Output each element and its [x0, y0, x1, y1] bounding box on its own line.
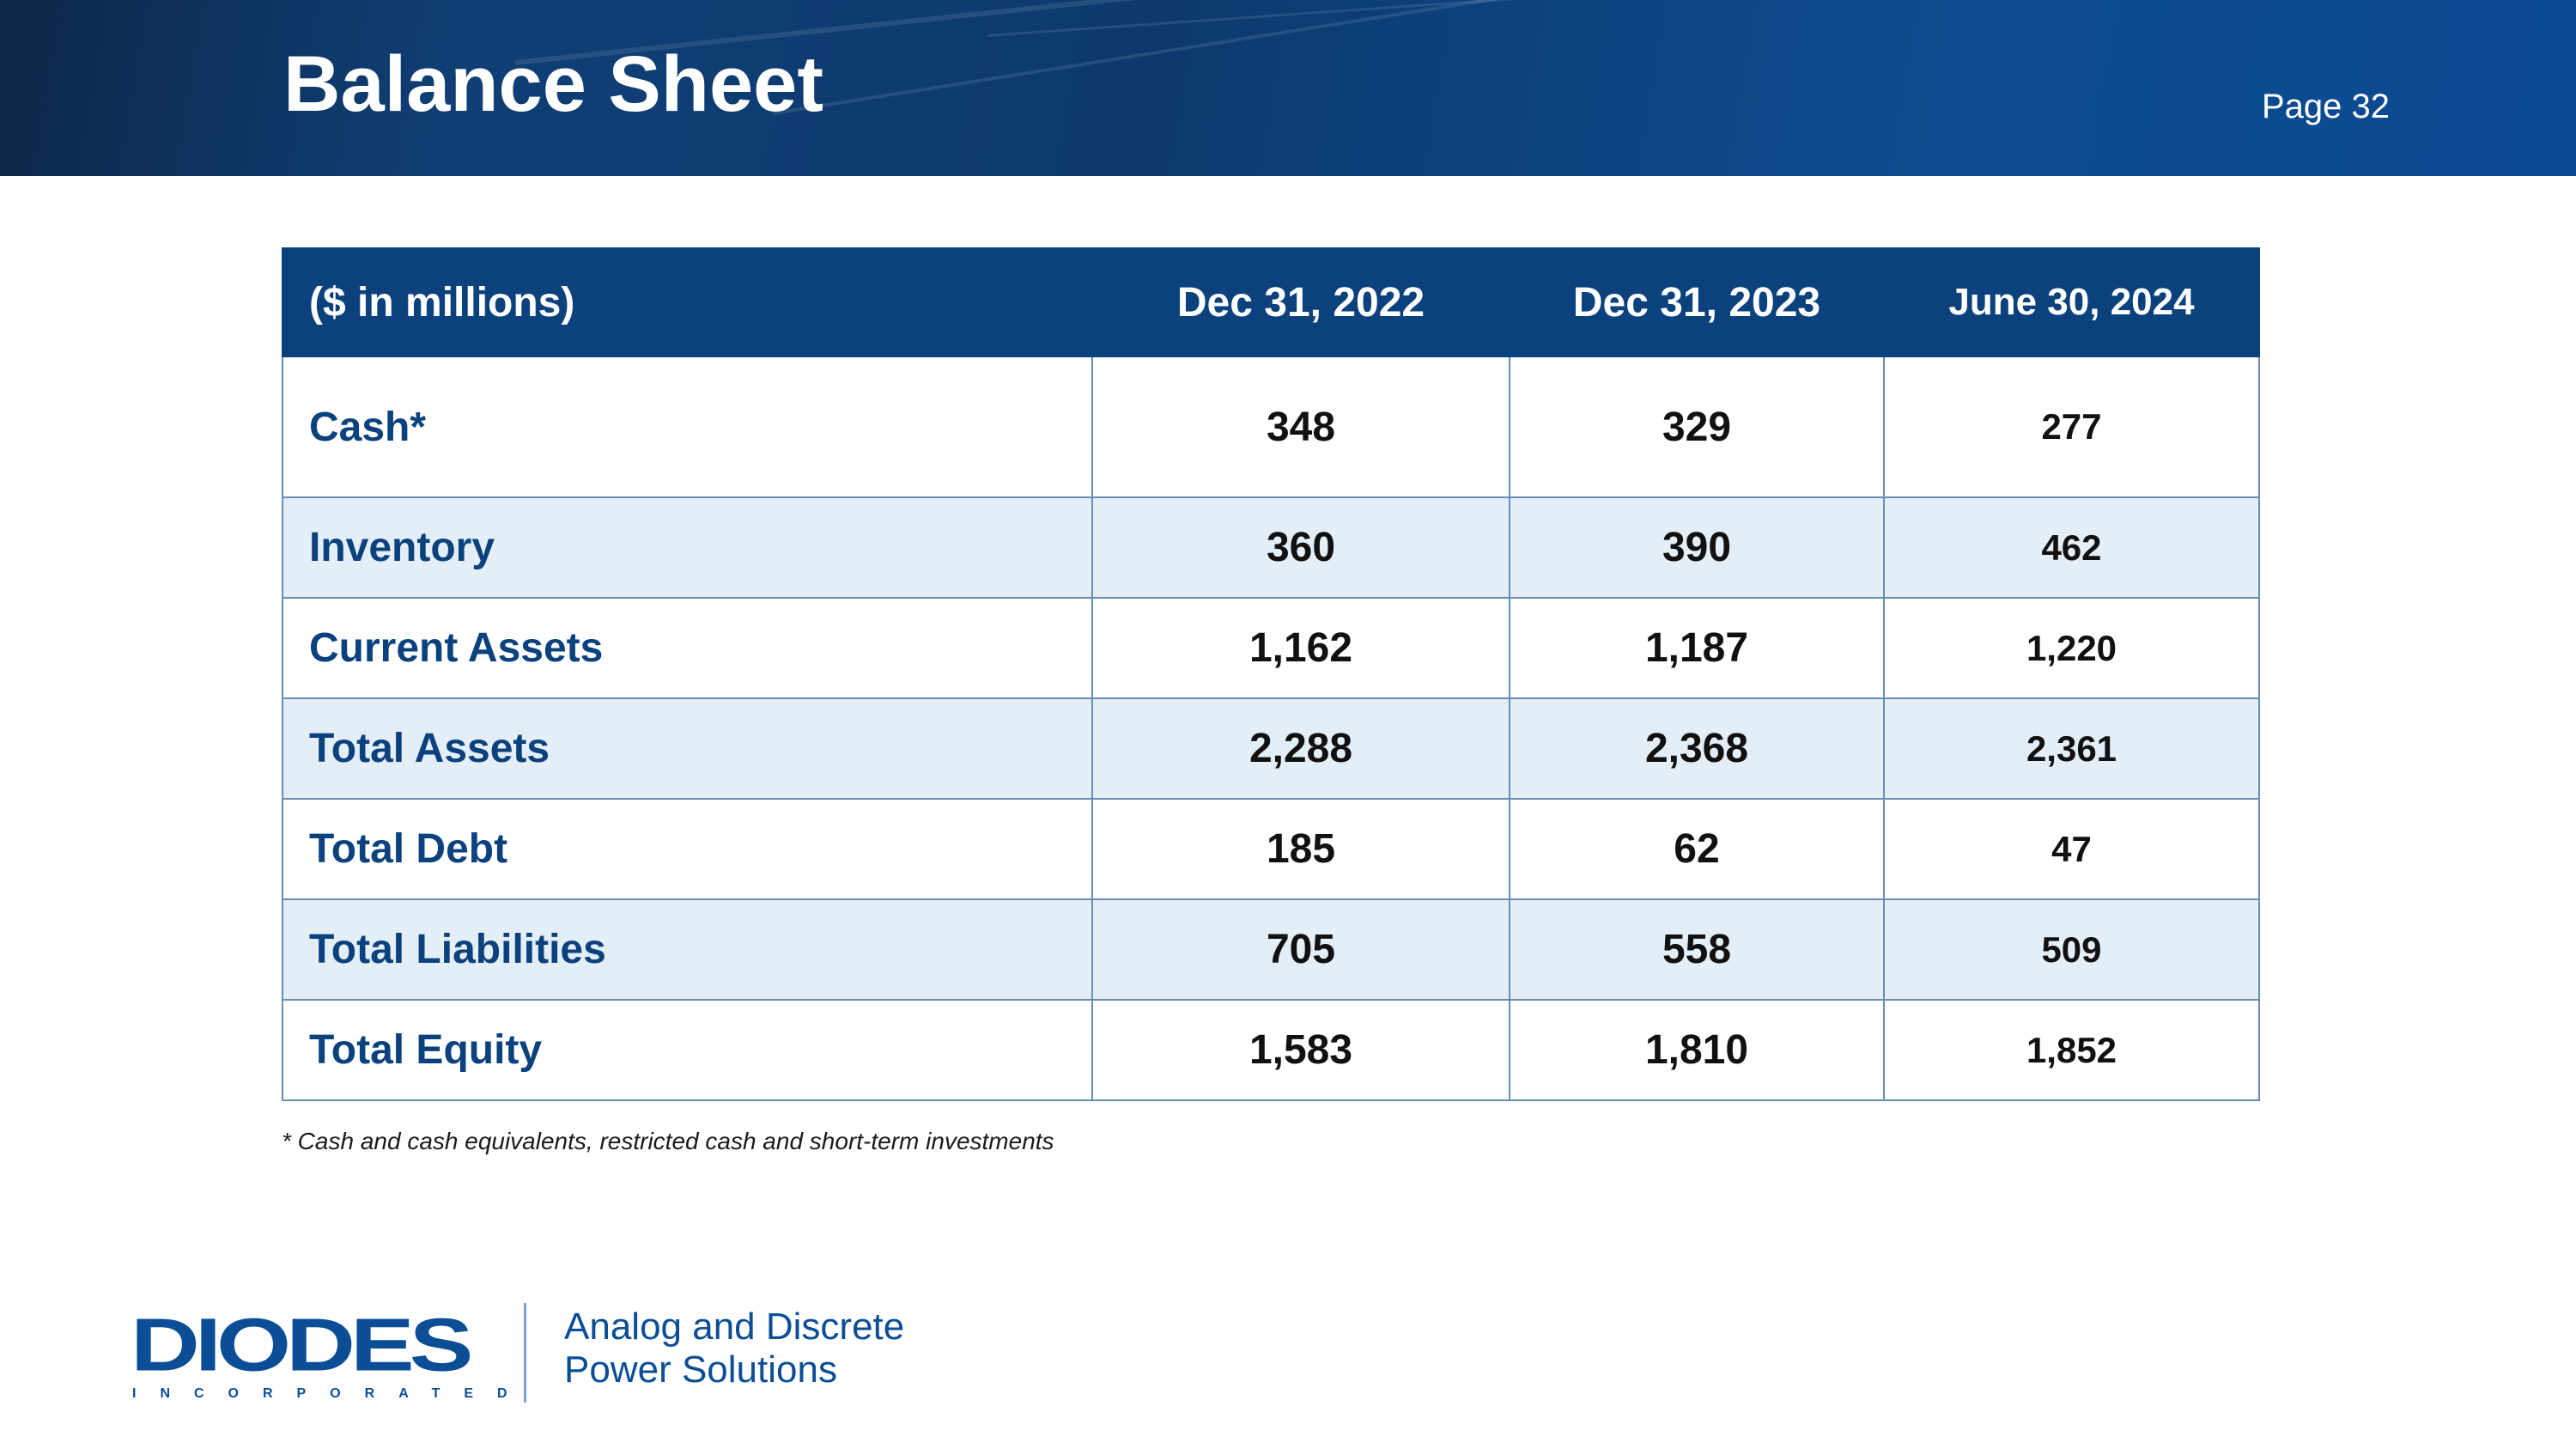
- table-row: Inventory 360 390 462: [282, 496, 2260, 599]
- tagline-line-1: Analog and Discrete: [564, 1306, 905, 1348]
- cell-value: 1,187: [1509, 597, 1885, 699]
- cell-value: 1,162: [1091, 597, 1510, 699]
- column-header-jun-2024: June 30, 2024: [1883, 247, 2260, 357]
- cell-value: 329: [1509, 356, 1885, 498]
- cell-value: 705: [1091, 898, 1510, 1001]
- cell-value: 348: [1091, 356, 1510, 498]
- table-row: Cash* 348 329 277: [282, 356, 2260, 498]
- cell-value: 390: [1509, 496, 1885, 599]
- cell-value: 2,368: [1509, 697, 1885, 800]
- page-title: Balance Sheet: [283, 40, 823, 128]
- footnote: * Cash and cash equivalents, restricted …: [282, 1128, 1054, 1154]
- header-banner: Balance Sheet Page 32: [0, 0, 2576, 176]
- cell-value: 185: [1091, 798, 1510, 900]
- page-number: Page 32: [2261, 88, 2390, 125]
- balance-sheet-table: ($ in millions) Dec 31, 2022 Dec 31, 202…: [282, 247, 2260, 1101]
- diodes-logo: DIODES INCORPORATED: [131, 1302, 507, 1403]
- table-row: Total Debt 185 62 47: [282, 798, 2260, 900]
- cell-value: 1,810: [1509, 999, 1885, 1101]
- cell-value: 360: [1091, 496, 1510, 599]
- column-header-units: ($ in millions): [282, 247, 1093, 357]
- column-header-dec-2023: Dec 31, 2023: [1509, 247, 1885, 357]
- cell-value: 509: [1883, 898, 2260, 1001]
- logo-wordmark: DIODES: [131, 1302, 473, 1387]
- cell-value: 62: [1509, 798, 1885, 900]
- logo-subtitle: INCORPORATED: [132, 1386, 532, 1401]
- cell-value: 47: [1883, 798, 2260, 900]
- row-label: Cash*: [282, 356, 1093, 498]
- table-header-row: ($ in millions) Dec 31, 2022 Dec 31, 202…: [282, 247, 2260, 357]
- cell-value: 277: [1883, 356, 2260, 498]
- table-row: Current Assets 1,162 1,187 1,220: [282, 597, 2260, 699]
- cell-value: 558: [1509, 898, 1885, 1001]
- cell-value: 1,220: [1883, 597, 2260, 699]
- cell-value: 1,852: [1883, 999, 2260, 1101]
- logo-divider: [524, 1303, 526, 1403]
- table-row: Total Liabilities 705 558 509: [282, 898, 2260, 1001]
- table-row: Total Equity 1,583 1,810 1,852: [282, 999, 2260, 1101]
- cell-value: 462: [1883, 496, 2260, 599]
- table-row: Total Assets 2,288 2,368 2,361: [282, 697, 2260, 800]
- cell-value: 2,361: [1883, 697, 2260, 800]
- row-label: Current Assets: [282, 597, 1093, 699]
- column-header-dec-2022: Dec 31, 2022: [1091, 247, 1510, 357]
- cell-value: 2,288: [1091, 697, 1510, 800]
- row-label: Total Equity: [282, 999, 1093, 1101]
- tagline-line-2: Power Solutions: [564, 1349, 837, 1391]
- row-label: Total Liabilities: [282, 898, 1093, 1001]
- row-label: Total Debt: [282, 798, 1093, 900]
- row-label: Inventory: [282, 496, 1093, 599]
- row-label: Total Assets: [282, 697, 1093, 800]
- cell-value: 1,583: [1091, 999, 1510, 1101]
- tagline: Analog and Discrete Power Solutions: [564, 1306, 904, 1391]
